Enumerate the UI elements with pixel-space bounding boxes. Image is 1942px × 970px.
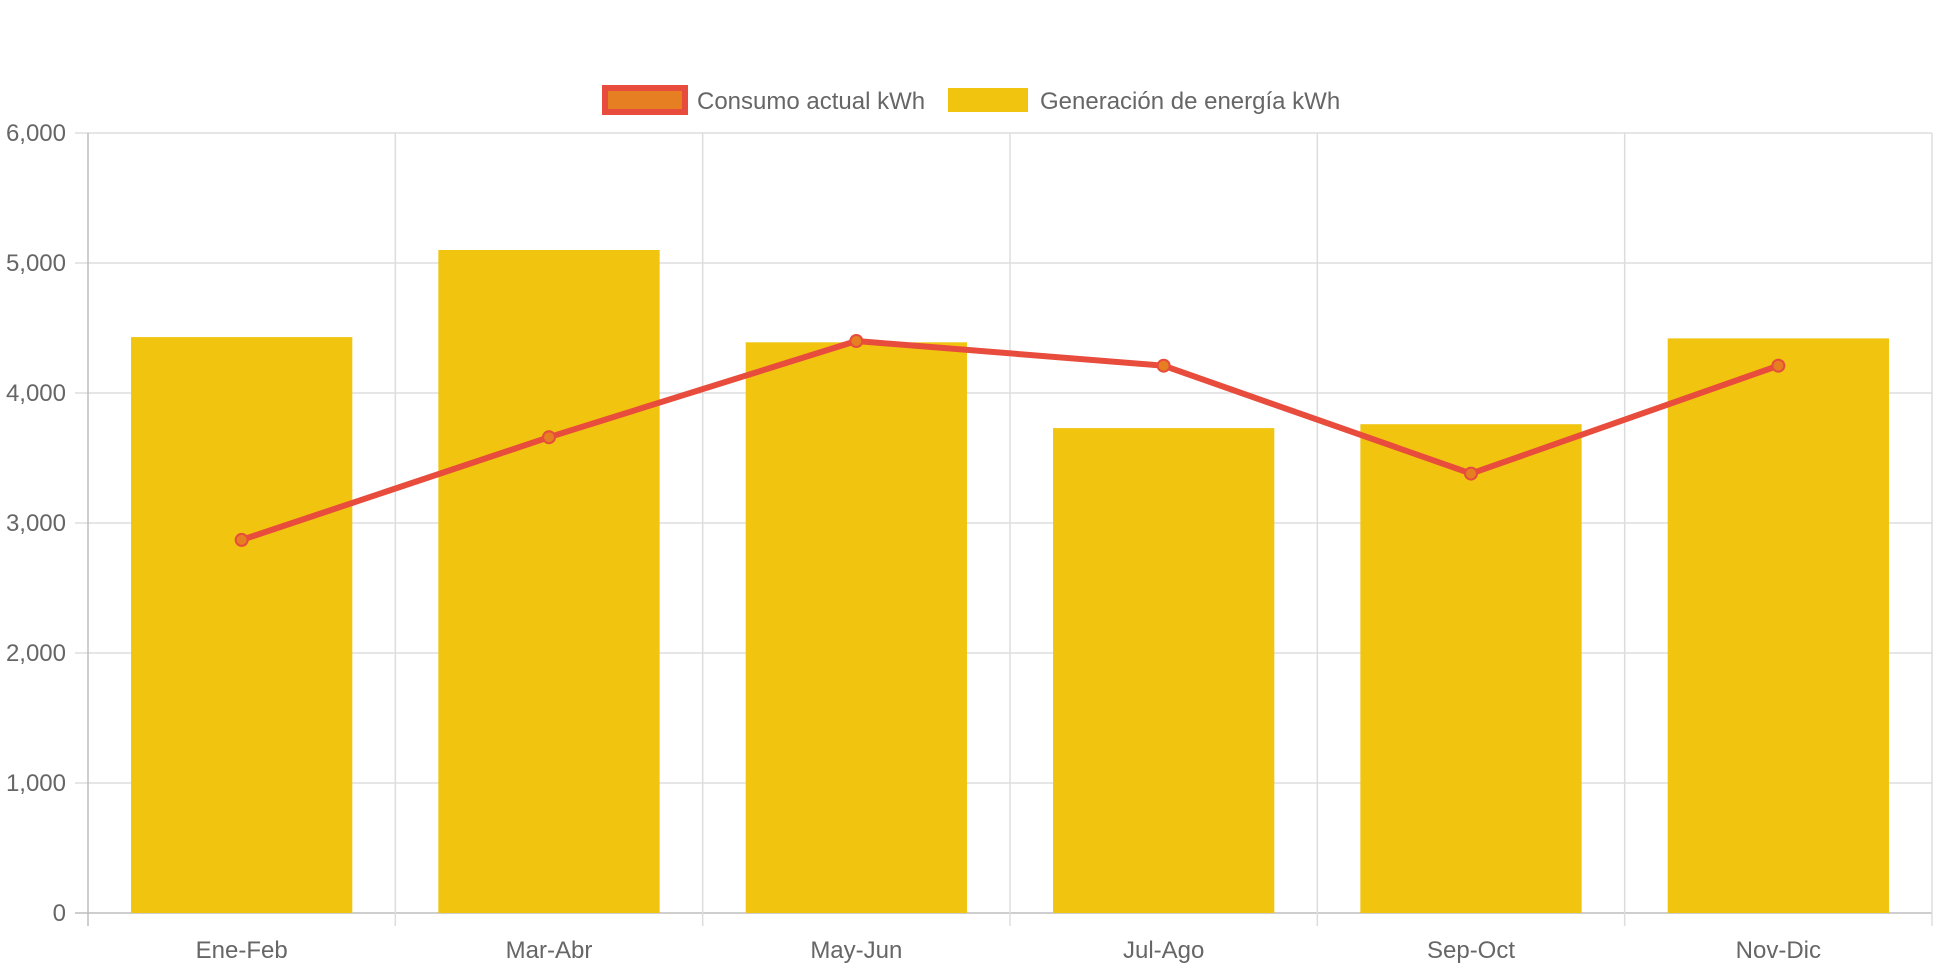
bar-generacion-nov-dic[interactable] xyxy=(1667,338,1889,913)
axes: 0 1,000 2,000 3,000 4,000 5,000 6,000 Ene-Feb Ma… xyxy=(6,120,1821,964)
x-tick-label: Mar-Abr xyxy=(506,937,593,964)
bar-generacion-jul-ago[interactable] xyxy=(1053,428,1275,913)
bar-series xyxy=(131,250,1889,914)
point-consumo-nov-dic[interactable] xyxy=(1771,358,1786,373)
x-tick-label: Ene-Feb xyxy=(196,937,288,964)
point-consumo-sep-oct[interactable] xyxy=(1464,466,1478,481)
legend-label-consumo: Consumo actual kWh xyxy=(697,88,925,115)
y-tick-label: 4,000 xyxy=(6,380,66,407)
legend-item-generacion[interactable]: Generación de energía kWh xyxy=(948,88,1340,115)
legend-swatch-generacion xyxy=(948,88,1028,112)
y-tick-label: 5,000 xyxy=(6,250,66,277)
bar-generacion-ene-feb[interactable] xyxy=(131,337,353,914)
line-series xyxy=(234,334,1786,547)
bar-generacion-sep-oct[interactable] xyxy=(1360,424,1582,913)
grid xyxy=(75,132,1933,926)
y-tick-label: 0 xyxy=(53,900,66,927)
point-consumo-jul-ago[interactable] xyxy=(1156,358,1171,373)
x-tick-label: Sep-Oct xyxy=(1427,937,1515,964)
legend-swatch-consumo xyxy=(602,85,688,115)
consumo-line xyxy=(240,338,1780,543)
point-consumo-may-jun[interactable] xyxy=(849,334,864,348)
point-consumo-ene-feb[interactable] xyxy=(234,532,249,547)
x-tick-label: Jul-Ago xyxy=(1123,937,1204,964)
bar-generacion-may-jun[interactable] xyxy=(745,342,967,913)
y-tick-label: 6,000 xyxy=(6,120,66,147)
legend: Consumo actual kWh Generación de energía … xyxy=(602,85,1340,115)
x-tick-label: Nov-Dic xyxy=(1736,937,1821,964)
point-consumo-mar-abr[interactable] xyxy=(542,430,556,445)
y-tick-label: 3,000 xyxy=(6,510,66,537)
x-tick-label: May-Jun xyxy=(810,937,902,964)
legend-item-consumo[interactable]: Consumo actual kWh xyxy=(602,85,925,115)
y-tick-label: 1,000 xyxy=(6,770,66,797)
legend-label-generacion: Generación de energía kWh xyxy=(1040,88,1340,115)
y-tick-label: 2,000 xyxy=(6,640,66,667)
bar-generacion-mar-abr[interactable] xyxy=(438,250,660,913)
